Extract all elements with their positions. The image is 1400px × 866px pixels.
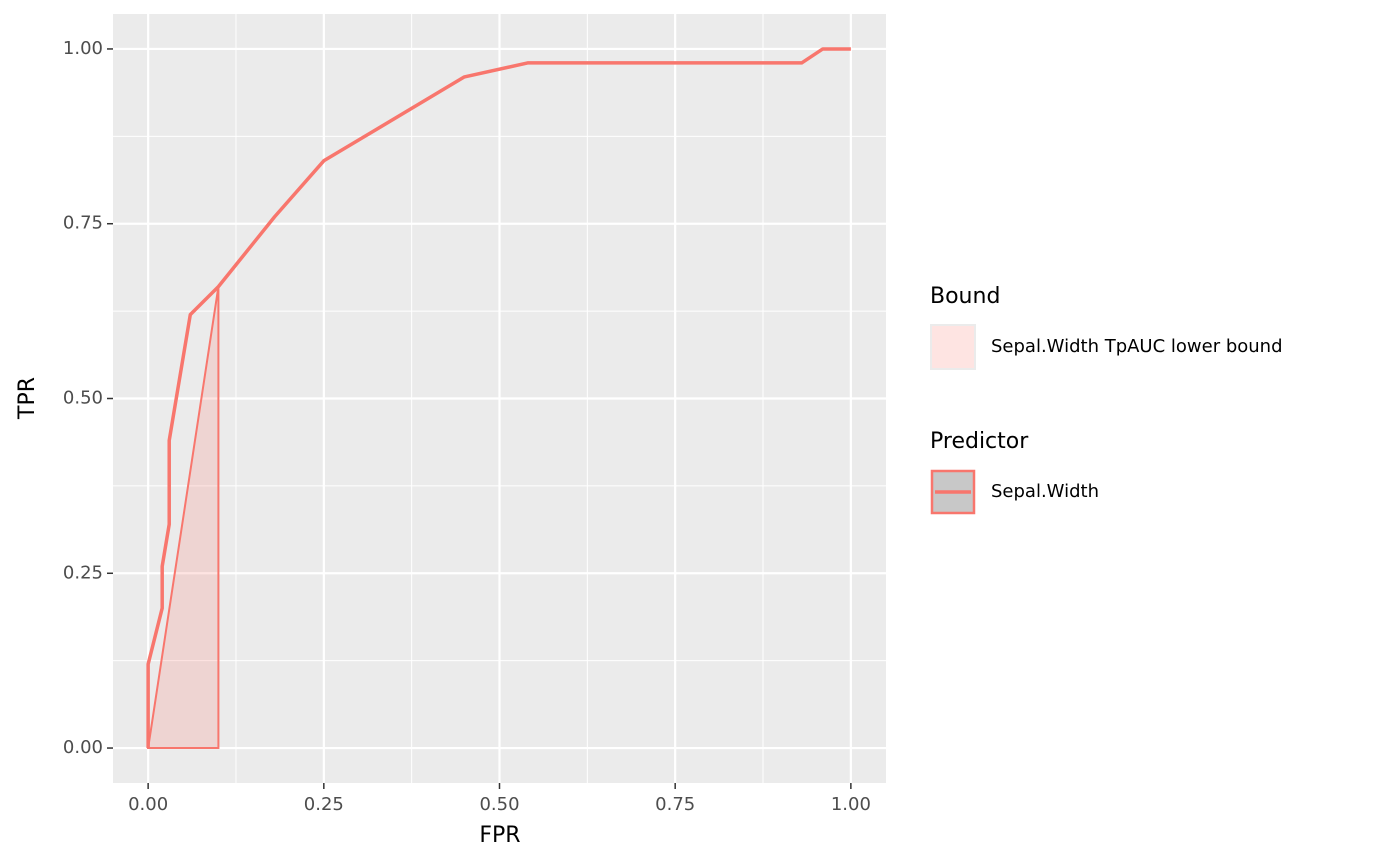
legend: Bound Sepal.Width TpAUC lower bound Predic…: [930, 284, 1283, 515]
x-tick-label: 0.00: [128, 794, 168, 815]
y-tick-label: 0.50: [63, 388, 103, 409]
marks: [146, 47, 851, 750]
y-tick-label: 1.00: [63, 38, 103, 59]
x-axis-title: FPR: [479, 823, 520, 848]
legend-key: [930, 324, 976, 370]
grid: [113, 14, 886, 783]
legend-label: Sepal.Width TpAUC lower bound: [991, 336, 1283, 357]
y-tick-label: 0.25: [63, 562, 103, 583]
x-tick-label: 1.00: [831, 794, 871, 815]
x-tick-label: 0.50: [479, 794, 519, 815]
area: [146, 286, 220, 750]
legend-label: Sepal.Width: [991, 481, 1099, 502]
legend-title: Bound: [930, 284, 1000, 309]
x-tick-label: 0.75: [655, 794, 695, 815]
x-tick-label: 0.25: [304, 794, 344, 815]
line: [146, 47, 851, 749]
legend-title: Predictor: [930, 429, 1029, 454]
y-axis-title: TPR: [15, 377, 40, 420]
y-tick-label: 0.00: [63, 737, 103, 758]
y-tick-label: 0.75: [63, 213, 103, 234]
